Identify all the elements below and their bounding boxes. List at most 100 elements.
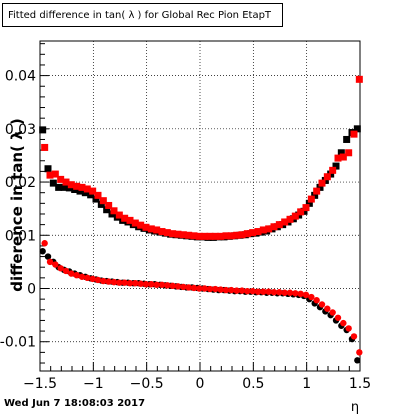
y-tick-label: 0.01 <box>5 228 36 244</box>
data-point <box>78 273 86 280</box>
data-point <box>228 286 235 294</box>
data-point <box>316 183 324 191</box>
data-point <box>94 276 102 284</box>
x-tick-label: 0 <box>196 376 205 392</box>
tick-labels: −1.5 −1 −0.5 0 0.5 1 1.5 -0.01 0 0.01 0.02 0.03 0.04 <box>0 69 371 392</box>
data-point <box>270 223 278 231</box>
data-point <box>275 221 283 229</box>
data-point <box>196 285 203 292</box>
data-point <box>337 149 345 157</box>
series-3 <box>41 240 363 356</box>
data-point <box>132 279 139 287</box>
data-point <box>147 225 155 233</box>
data-point <box>83 185 91 193</box>
data-point <box>190 284 198 292</box>
data-point <box>259 226 267 234</box>
data-point <box>52 261 59 268</box>
data-point <box>212 285 219 293</box>
data-point <box>39 126 47 134</box>
data-point <box>89 187 97 195</box>
data-point <box>281 218 289 226</box>
data-point <box>73 182 81 190</box>
data-point <box>302 291 310 299</box>
data-point <box>345 325 352 332</box>
data-point <box>222 286 230 294</box>
data-point <box>350 130 358 138</box>
data-point <box>87 191 95 199</box>
y-axis-label: difference in tan( λ ) <box>8 118 26 291</box>
ticks <box>39 43 361 371</box>
data-point <box>260 288 267 295</box>
data-point <box>103 206 111 214</box>
data-point <box>243 230 251 238</box>
data-point <box>190 232 198 240</box>
data-point <box>110 278 118 286</box>
data-point <box>92 195 100 203</box>
data-point <box>100 277 107 285</box>
data-point <box>60 183 68 191</box>
data-point <box>324 305 331 312</box>
data-point <box>217 286 224 293</box>
data-point <box>44 165 52 173</box>
x-axis-label: η <box>351 400 359 414</box>
data-point <box>94 191 102 199</box>
data-point <box>353 125 361 133</box>
data-point <box>339 153 347 161</box>
x-tick-label: 0.5 <box>242 376 264 392</box>
data-point <box>254 288 262 295</box>
data-point <box>126 216 134 224</box>
data-point <box>44 253 52 260</box>
data-point <box>233 287 240 294</box>
x-tick-label: 1.5 <box>349 376 371 392</box>
data-point <box>308 293 315 301</box>
data-point <box>254 228 262 236</box>
data-point <box>355 75 363 83</box>
data-point <box>217 232 225 240</box>
data-point <box>354 357 361 364</box>
data-point <box>185 284 192 291</box>
data-point <box>105 201 113 209</box>
x-tick-label: −1.5 <box>23 376 57 392</box>
data-point <box>334 154 342 162</box>
data-point <box>206 285 214 293</box>
data-point <box>340 319 347 327</box>
x-tick-label: 1 <box>302 376 311 392</box>
data-point <box>62 267 70 275</box>
y-tick-label: 0 <box>27 282 36 298</box>
data-point <box>46 171 54 179</box>
data-point <box>233 231 241 239</box>
data-point <box>350 333 358 340</box>
data-point <box>334 314 342 321</box>
data-point <box>62 178 70 186</box>
data-point <box>343 135 351 143</box>
data-point <box>305 199 313 207</box>
data-point <box>345 149 353 157</box>
data-point <box>227 232 235 240</box>
x-tick-label: −0.5 <box>130 376 164 392</box>
data-point <box>163 229 171 237</box>
data-point <box>76 187 84 195</box>
data-point <box>307 195 315 203</box>
data-point <box>329 166 337 174</box>
data-point <box>39 248 46 255</box>
data-point <box>169 282 176 290</box>
data-point <box>265 288 272 295</box>
data-point <box>244 287 251 295</box>
data-point <box>158 281 166 288</box>
data-point <box>67 181 75 189</box>
y-tick-label: 0.02 <box>5 175 36 191</box>
data-point <box>238 231 246 239</box>
data-point <box>201 232 209 240</box>
data-point <box>51 170 59 178</box>
data-point <box>238 287 246 294</box>
data-point <box>211 232 219 240</box>
data-point <box>265 225 273 233</box>
data-point <box>49 179 57 187</box>
data-point <box>180 283 187 291</box>
data-point <box>276 289 283 296</box>
data-point <box>110 207 118 215</box>
series-1 <box>41 75 363 240</box>
data-point <box>99 197 107 205</box>
data-point <box>195 232 203 240</box>
data-point <box>169 230 177 238</box>
